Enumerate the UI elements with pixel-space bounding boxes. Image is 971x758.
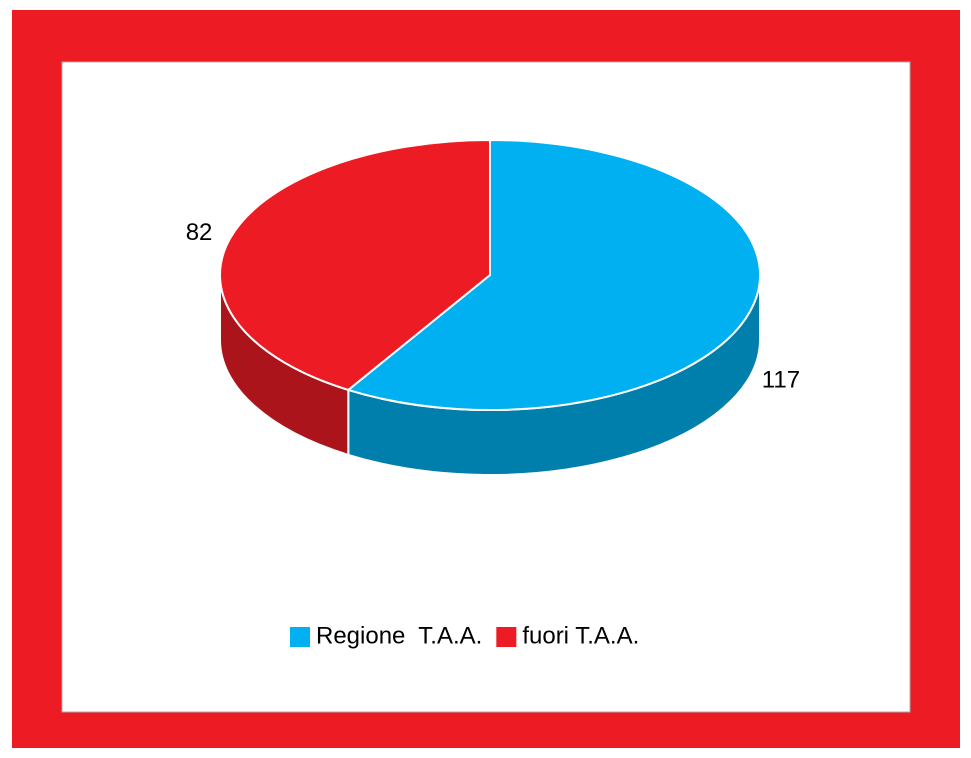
pie-slice <box>346 138 761 411</box>
legend-label: Regione T.A.A. <box>316 622 482 649</box>
legend-swatch <box>496 627 517 647</box>
pie-slice <box>219 138 491 392</box>
legend-label: fuori T.A.A. <box>522 622 639 649</box>
legend-swatch <box>290 627 310 647</box>
data-label: 82 <box>186 219 213 246</box>
data-label: 117 <box>762 367 800 394</box>
